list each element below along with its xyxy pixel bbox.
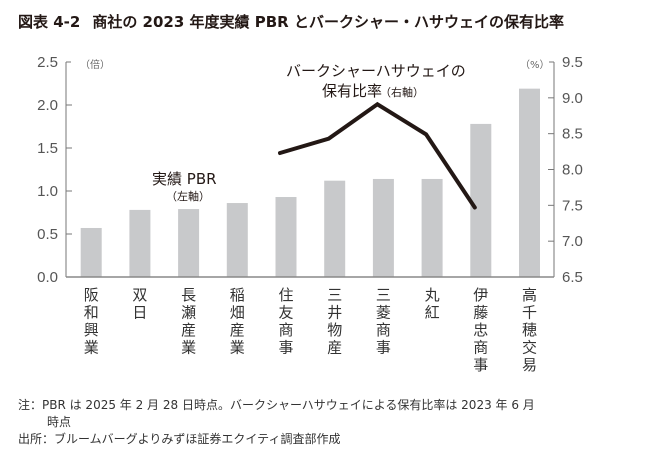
category-char: 瀬 [181,304,196,322]
category-char: 興 [84,321,99,339]
note-line-1: 注：PBR は 2025 年 2 月 28 日時点。バークシャーハサウェイによる… [18,398,535,412]
axes: 0.0 0.5 1.0 1.5 2.0 2.5 6.5 7.0 7.5 8.0 8.5 9.0 9.5 [37,54,583,286]
category-char: 稲 [230,286,245,304]
category-char: 菱 [376,304,391,322]
line-series-berkshire [278,101,477,210]
category-char: 住 [278,286,293,304]
figure-title-text: 商社の 2023 年度実績 PBR とバークシャー・ハサウェイの保有比率 [92,13,564,31]
note-line-2: 時点 [47,415,72,429]
left-tick-label: 1.5 [37,140,58,157]
bar-3 [178,209,200,277]
chart: 0.00.51.01.52.02.56.57.07.58.08.59.09.5 … [37,54,583,374]
bar-2 [129,209,151,277]
category-char: 産 [230,321,245,339]
category-char: 事 [376,339,391,357]
category-char: 伊 [473,286,488,304]
bar-4 [226,203,248,277]
category-char: 和 [84,304,99,322]
bar-1 [80,227,102,277]
category-char: 井 [327,304,342,322]
category-char: 丸 [425,286,440,304]
pbr-series-label: 実績 PBR [152,170,217,188]
category-char: 商 [278,321,293,339]
category-char: 双 [132,286,147,304]
bar-5 [275,197,297,277]
category-char: 産 [181,321,196,339]
category-char: 易 [522,356,537,374]
bar-6 [324,180,346,277]
bar-7 [372,178,394,277]
right-tick-label: 6.5 [562,269,583,286]
right-tick-label: 9.0 [562,90,583,107]
category-char: 事 [473,356,488,374]
berkshire-axis-note: （右軸） [380,85,424,99]
figure-number: 図表 4-2 [18,13,81,31]
left-tick-label: 2.5 [37,54,58,71]
category-char: 三 [327,286,342,304]
bar-series-pbr [80,88,540,277]
category-char: 商 [376,321,391,339]
category-char: 阪 [84,286,99,304]
left-tick-label: 0.5 [37,226,58,243]
right-tick-label: 8.0 [562,162,583,179]
category-char: 物 [327,321,342,339]
source-line: 出所：ブルームバーグよりみずほ証券エクイティ調査部作成 [18,432,341,446]
right-tick-label: 7.0 [562,233,583,250]
bar-10 [519,88,540,277]
category-char: 産 [327,339,342,357]
category-char: 高 [522,286,537,304]
bar-8 [421,178,443,277]
pbr-axis-note: （左軸） [166,189,210,203]
category-char: 忠 [473,321,488,339]
category-label: 双日 [132,286,147,322]
left-axis-unit: （倍） [80,58,110,71]
chart-title: 図表 4-2 商社の 2023 年度実績 PBR とバークシャー・ハサウェイの保有… [18,11,564,32]
category-char: 業 [84,339,99,357]
berkshire-series-label: バークシャーハサウェイの [286,62,466,80]
category-char: 友 [278,304,293,322]
left-tick-label: 1.0 [37,183,58,200]
notes: 注：PBR は 2025 年 2 月 28 日時点。バークシャーハサウェイによる… [18,397,535,448]
category-char: 藤 [473,304,488,322]
category-char: 三 [376,286,391,304]
right-tick-label: 8.5 [562,126,583,143]
category-char: 畑 [230,304,245,322]
right-tick-label: 9.5 [562,54,583,71]
category-char: 交 [522,339,537,357]
bar-9 [470,123,492,277]
category-char: 千 [522,304,537,322]
category-char: 商 [473,339,488,357]
category-char: 長 [181,286,196,304]
category-char: 紅 [425,304,440,322]
right-axis-unit: （%） [520,59,550,71]
left-tick-label: 0.0 [37,269,58,286]
category-char: 業 [181,339,196,357]
left-tick-label: 2.0 [37,97,58,114]
category-char: 業 [230,339,245,357]
berkshire-series-label-line2: 保有比率 [322,82,382,100]
category-char: 事 [278,339,293,357]
right-tick-label: 7.5 [562,197,583,214]
category-label: 丸紅 [425,286,440,322]
category-char: 日 [132,304,147,322]
category-char: 穂 [522,321,537,339]
